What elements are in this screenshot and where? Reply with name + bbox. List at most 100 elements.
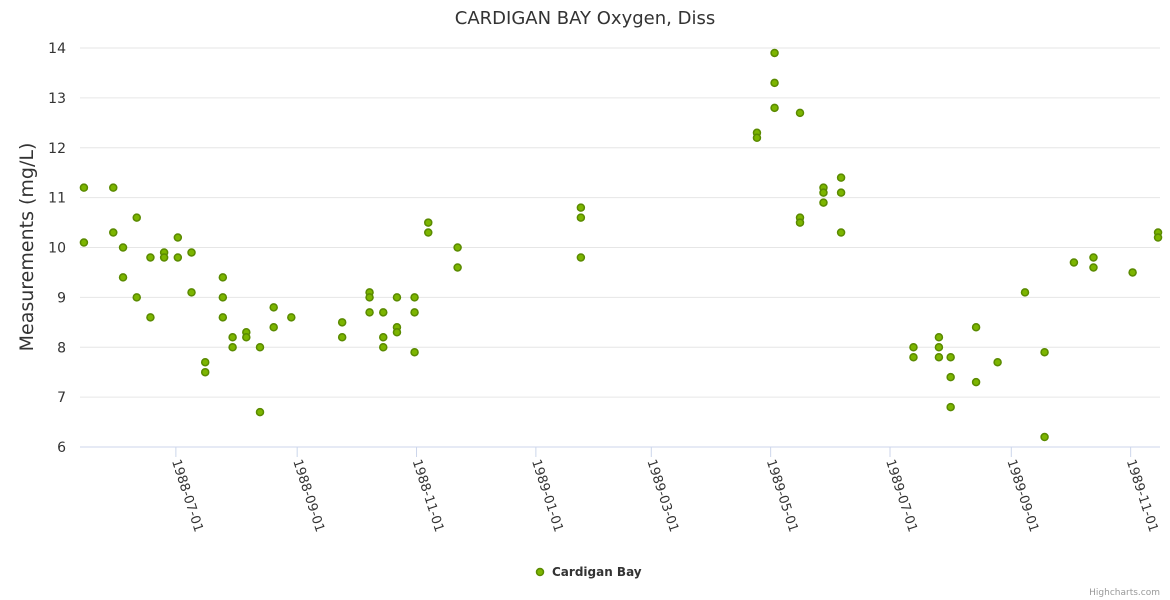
data-point[interactable] [228,343,237,352]
data-point[interactable] [218,273,228,282]
legend[interactable]: Cardigan Bay [535,565,642,579]
y-tick-label: 11 [48,191,66,207]
data-point[interactable] [269,303,278,312]
data-point[interactable] [1089,263,1098,272]
chart-title: CARDIGAN BAY Oxygen, Diss [455,8,715,29]
data-point[interactable] [287,313,296,322]
data-point[interactable] [200,367,210,377]
data-point[interactable] [173,233,183,242]
x-tick-label: 1989-01-01 [528,458,566,534]
data-point[interactable] [118,273,128,282]
y-tick-label: 7 [57,390,66,406]
x-axis: 1988-07-01 1988-09-01 1988-11-01 1989-01-01… [80,446,1161,534]
x-tick-label: 1989-09-01 [1004,458,1042,534]
data-point[interactable] [146,313,155,322]
data-point[interactable] [365,308,374,317]
data-point[interactable] [424,228,433,237]
data-point[interactable] [946,352,955,362]
y-tick-label: 14 [48,41,66,57]
data-point[interactable] [79,183,89,192]
y-tick-label: 8 [57,340,66,356]
data-point[interactable] [269,323,278,332]
data-point[interactable] [934,352,944,362]
x-tick-label: 1988-09-01 [289,458,327,534]
data-point[interactable] [410,308,419,317]
y-tick-label: 10 [48,241,66,257]
y-tick-label: 13 [48,91,66,107]
data-point[interactable] [752,133,762,143]
data-point[interactable] [392,328,402,337]
data-point[interactable] [836,228,846,237]
x-tick-label: 1988-07-01 [168,458,206,534]
x-tick-label: 1988-11-01 [409,458,447,534]
data-point[interactable] [770,78,779,88]
data-point[interactable] [1040,347,1049,357]
y-tick-label: 9 [57,290,66,306]
data-point[interactable] [379,333,388,342]
data-point[interactable] [819,198,828,207]
data-point[interactable] [576,213,586,222]
data-point[interactable] [255,407,265,417]
data-point[interactable] [132,213,141,222]
data-point[interactable] [836,173,846,182]
y-tick-label: 6 [57,440,66,456]
data-point[interactable] [770,103,779,113]
data-point[interactable] [79,238,89,247]
data-point[interactable] [218,313,228,322]
data-point[interactable] [934,343,944,352]
data-point[interactable] [337,333,347,342]
series-cardigan-bay[interactable] [79,48,1163,442]
data-point[interactable] [424,218,433,227]
data-point[interactable] [365,293,374,302]
data-point[interactable] [146,253,155,262]
data-point[interactable] [1128,268,1137,277]
data-point[interactable] [200,357,210,367]
data-point[interactable] [255,343,265,352]
credits-link[interactable]: Highcharts.com [1089,588,1160,598]
data-point[interactable] [946,402,955,412]
data-point[interactable] [173,253,183,262]
data-point[interactable] [946,372,955,382]
data-point[interactable] [379,343,388,352]
data-point[interactable] [1089,253,1098,262]
data-point[interactable] [971,323,981,332]
data-point[interactable] [1020,288,1030,297]
data-point[interactable] [971,377,981,387]
data-point[interactable] [909,352,918,362]
data-point[interactable] [187,248,196,257]
data-point[interactable] [218,293,228,302]
data-point[interactable] [795,218,805,227]
data-point[interactable] [576,253,586,262]
data-point[interactable] [909,343,918,352]
data-point[interactable] [1069,258,1079,267]
y-axis-label: Measurements (mg/L) [16,143,38,352]
data-point[interactable] [187,288,196,297]
data-point[interactable] [132,293,141,302]
data-point[interactable] [934,333,944,342]
data-point[interactable] [1040,432,1049,442]
data-point[interactable] [453,263,462,272]
data-point[interactable] [836,188,846,197]
data-point[interactable] [109,183,118,192]
data-point[interactable] [770,48,779,58]
data-point[interactable] [1153,233,1163,242]
data-point[interactable] [109,228,118,237]
data-point[interactable] [993,357,1002,367]
data-point[interactable] [242,333,251,342]
data-point[interactable] [118,243,128,252]
data-point[interactable] [228,333,237,342]
data-point[interactable] [392,293,402,302]
data-point[interactable] [379,308,388,317]
x-tick-label: 1989-11-01 [1123,458,1161,534]
data-point[interactable] [159,253,169,262]
x-tick-label: 1989-07-01 [882,458,920,534]
data-point[interactable] [795,108,805,118]
data-point[interactable] [410,347,419,357]
data-point[interactable] [819,188,828,197]
data-point[interactable] [410,293,419,302]
data-point[interactable] [576,203,586,212]
data-point[interactable] [453,243,462,252]
y-axis-ticks: 6 7 8 9 10 11 12 13 14 [48,41,66,456]
data-point[interactable] [337,318,347,327]
legend-item-cardigan-bay[interactable]: Cardigan Bay [552,565,642,579]
